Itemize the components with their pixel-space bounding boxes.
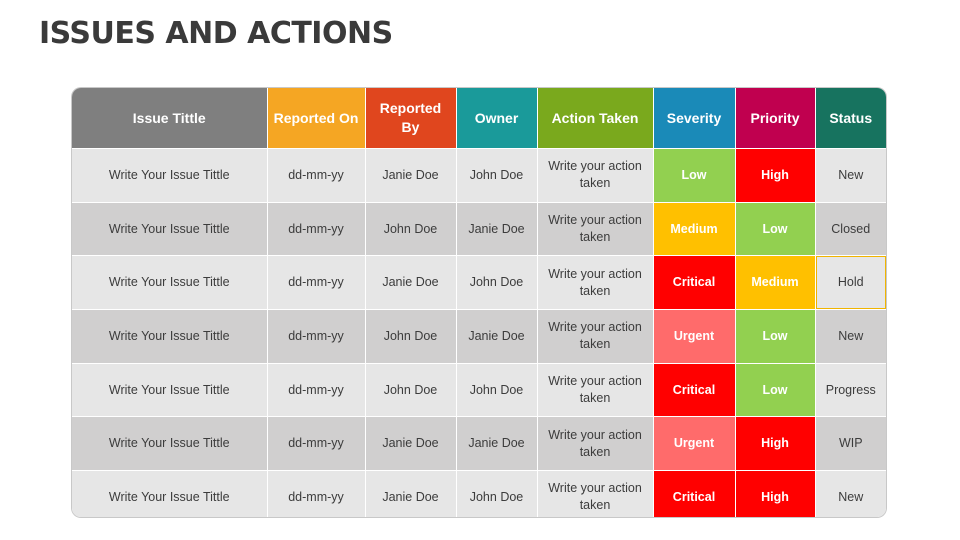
- action-taken-cell: Write your action taken: [537, 201, 654, 256]
- severity-badge: Medium: [653, 201, 736, 256]
- action-taken-cell: Write your action taken: [537, 255, 654, 310]
- reported-on-cell: dd-mm-yy: [267, 362, 366, 417]
- priority-badge: High: [735, 470, 816, 517]
- priority-badge: Low: [735, 201, 816, 256]
- table-row: Write Your Issue Tittle dd-mm-yy Janie D…: [72, 470, 886, 517]
- issues-table-container: Issue Tittle Reported On Reported By Own…: [72, 88, 886, 517]
- issue-title-cell: Write Your Issue Tittle: [72, 362, 268, 417]
- owner-cell: John Doe: [456, 255, 538, 310]
- priority-badge: Medium: [735, 255, 816, 310]
- severity-badge: Urgent: [653, 309, 736, 364]
- header-action-taken: Action Taken: [537, 88, 654, 149]
- issue-title-cell: Write Your Issue Tittle: [72, 255, 268, 310]
- table-row: Write Your Issue Tittle dd-mm-yy Janie D…: [72, 148, 886, 203]
- reported-by-cell: John Doe: [365, 201, 457, 256]
- priority-badge: Low: [735, 309, 816, 364]
- page-title: ISSUES AND ACTIONS: [39, 16, 393, 51]
- reported-by-cell: Janie Doe: [365, 416, 457, 471]
- status-cell: Closed: [815, 201, 886, 256]
- header-priority: Priority: [735, 88, 816, 149]
- header-reported-by: Reported By: [365, 88, 457, 149]
- header-reported-on: Reported On: [267, 88, 366, 149]
- issue-title-cell: Write Your Issue Tittle: [72, 470, 268, 517]
- owner-cell: Janie Doe: [456, 201, 538, 256]
- priority-badge: High: [735, 416, 816, 471]
- reported-on-cell: dd-mm-yy: [267, 416, 366, 471]
- severity-badge: Urgent: [653, 416, 736, 471]
- priority-badge: High: [735, 148, 816, 203]
- reported-on-cell: dd-mm-yy: [267, 470, 366, 517]
- action-taken-cell: Write your action taken: [537, 309, 654, 364]
- reported-by-cell: Janie Doe: [365, 470, 457, 517]
- issue-title-cell: Write Your Issue Tittle: [72, 201, 268, 256]
- status-cell: WIP: [815, 416, 886, 471]
- owner-cell: Janie Doe: [456, 416, 538, 471]
- status-cell: New: [815, 470, 886, 517]
- table-row: Write Your Issue Tittle dd-mm-yy John Do…: [72, 201, 886, 256]
- status-cell: Progress: [815, 362, 886, 417]
- issue-title-cell: Write Your Issue Tittle: [72, 309, 268, 364]
- severity-badge: Critical: [653, 362, 736, 417]
- table-row: Write Your Issue Tittle dd-mm-yy John Do…: [72, 362, 886, 417]
- action-taken-cell: Write your action taken: [537, 148, 654, 203]
- status-cell: New: [815, 309, 886, 364]
- header-issue-title: Issue Tittle: [72, 88, 268, 149]
- issue-title-cell: Write Your Issue Tittle: [72, 148, 268, 203]
- severity-badge: Critical: [653, 470, 736, 517]
- severity-badge: Low: [653, 148, 736, 203]
- reported-by-cell: John Doe: [365, 309, 457, 364]
- table-row: Write Your Issue Tittle dd-mm-yy John Do…: [72, 309, 886, 364]
- action-taken-cell: Write your action taken: [537, 362, 654, 417]
- header-row: Issue Tittle Reported On Reported By Own…: [72, 88, 886, 149]
- owner-cell: John Doe: [456, 148, 538, 203]
- reported-by-cell: Janie Doe: [365, 255, 457, 310]
- reported-by-cell: John Doe: [365, 362, 457, 417]
- status-cell: New: [815, 148, 886, 203]
- reported-on-cell: dd-mm-yy: [267, 309, 366, 364]
- table-row: Write Your Issue Tittle dd-mm-yy Janie D…: [72, 416, 886, 471]
- owner-cell: Janie Doe: [456, 309, 538, 364]
- reported-on-cell: dd-mm-yy: [267, 255, 366, 310]
- owner-cell: John Doe: [456, 470, 538, 517]
- reported-on-cell: dd-mm-yy: [267, 148, 366, 203]
- status-cell: Hold: [815, 255, 886, 310]
- owner-cell: John Doe: [456, 362, 538, 417]
- issue-title-cell: Write Your Issue Tittle: [72, 416, 268, 471]
- priority-badge: Low: [735, 362, 816, 417]
- header-owner: Owner: [456, 88, 538, 149]
- reported-on-cell: dd-mm-yy: [267, 201, 366, 256]
- issues-table: Issue Tittle Reported On Reported By Own…: [72, 88, 886, 517]
- severity-badge: Critical: [653, 255, 736, 310]
- header-severity: Severity: [653, 88, 736, 149]
- action-taken-cell: Write your action taken: [537, 416, 654, 471]
- header-status: Status: [815, 88, 886, 149]
- reported-by-cell: Janie Doe: [365, 148, 457, 203]
- table-row: Write Your Issue Tittle dd-mm-yy Janie D…: [72, 255, 886, 310]
- action-taken-cell: Write your action taken: [537, 470, 654, 517]
